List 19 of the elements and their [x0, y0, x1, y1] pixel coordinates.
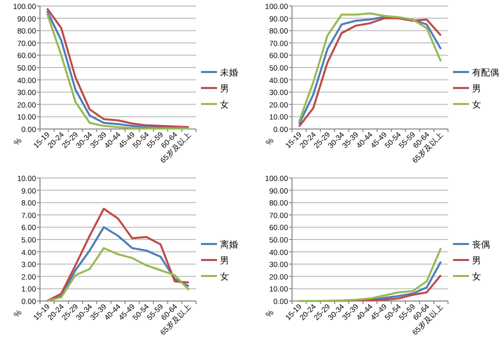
legend-label: 男 [220, 84, 229, 94]
legend-label: 男 [220, 256, 229, 266]
legend-label: 女 [220, 100, 229, 110]
legend-label: 女 [220, 272, 229, 282]
legend-label: 离婚 [220, 240, 238, 250]
y-axis-title: % [264, 308, 276, 320]
line-series [46, 208, 190, 302]
y-axis-title: % [12, 136, 24, 148]
legend-label: 男 [472, 84, 481, 94]
legend-label: 未婚 [220, 68, 238, 78]
line-series [46, 247, 190, 302]
legend-label: 女 [472, 272, 481, 282]
legend-label: 男 [472, 256, 481, 266]
legend-label: 丧偶 [472, 240, 490, 250]
legend-label: 女 [472, 100, 481, 110]
line-series [298, 247, 442, 302]
y-axis-title: % [264, 136, 276, 148]
legend-label: 有配偶 [472, 68, 499, 78]
y-axis-title: % [12, 308, 24, 320]
